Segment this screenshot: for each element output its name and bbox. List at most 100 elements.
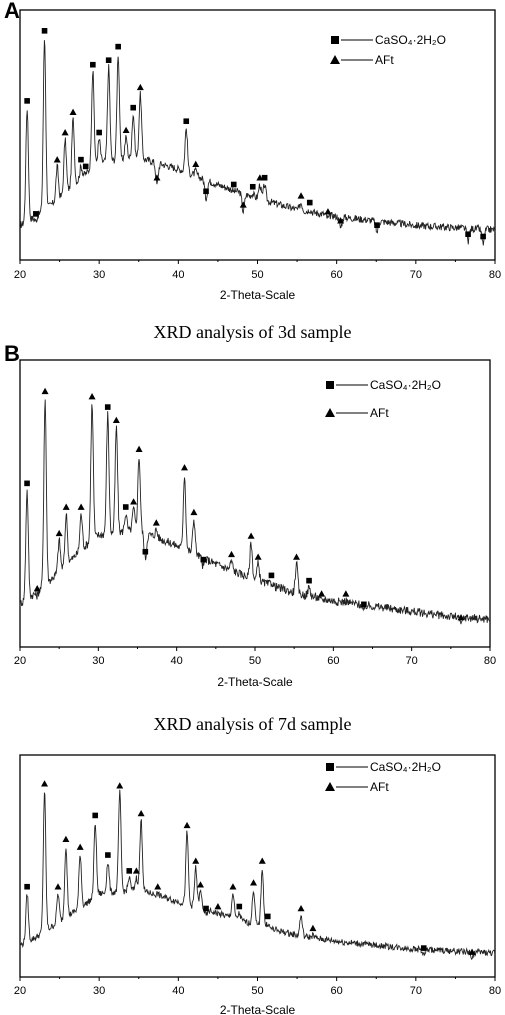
peak-marker-caso4 — [130, 104, 137, 111]
peak-marker-caso4 — [480, 233, 486, 240]
legend-triangle-icon — [325, 408, 335, 417]
peak-marker-caso4 — [92, 812, 99, 819]
panel-letter-a: A — [4, 0, 20, 23]
peak-marker-caso4 — [105, 852, 111, 858]
peak-marker-aft — [41, 387, 49, 395]
peak-marker-aft — [62, 835, 70, 842]
peak-marker-aft — [297, 905, 305, 912]
xrd-pattern-line — [19, 399, 491, 625]
peak-marker-caso4 — [420, 945, 427, 951]
peak-marker-aft — [229, 883, 237, 890]
x-tick-label: 40 — [172, 985, 184, 997]
panel-letter-b: B — [4, 341, 20, 366]
peak-marker-caso4 — [200, 556, 207, 563]
peak-marker-caso4 — [78, 156, 84, 163]
peak-marker-aft — [309, 924, 317, 932]
x-tick-label: 50 — [251, 269, 263, 281]
x-tick-label: 70 — [410, 985, 422, 997]
peak-marker-aft — [116, 782, 124, 789]
x-tick-label: 30 — [93, 985, 105, 997]
peak-marker-aft — [318, 590, 326, 597]
peak-marker-aft — [88, 393, 96, 400]
peak-marker-aft — [324, 208, 332, 215]
peak-marker-aft — [130, 498, 138, 505]
x-tick-label: 80 — [489, 269, 501, 281]
legend-label: CaSO₄·2H₂O — [375, 33, 446, 47]
x-tick-label: 30 — [92, 655, 104, 667]
peak-marker-aft — [293, 553, 301, 560]
peak-marker-caso4 — [122, 504, 129, 510]
x-tick-label: 40 — [172, 269, 184, 281]
peak-marker-aft — [152, 519, 160, 526]
caption-7d-sample: XRD analysis of 7d sample — [153, 714, 352, 734]
peak-marker-aft — [153, 174, 161, 181]
peak-marker-aft — [197, 881, 204, 888]
peak-marker-caso4 — [306, 199, 313, 206]
peak-marker-aft — [254, 553, 262, 560]
x-axis-title: 2-Theta-Scale — [220, 1003, 296, 1015]
peak-marker-aft — [77, 503, 85, 510]
x-tick-label: 50 — [249, 655, 261, 667]
peak-marker-aft — [250, 879, 258, 886]
peak-marker-caso4 — [126, 868, 133, 874]
peak-marker-aft — [256, 174, 264, 181]
peak-marker-caso4 — [115, 43, 121, 50]
peak-marker-aft — [76, 843, 84, 850]
peak-marker-aft — [183, 821, 191, 829]
peak-marker-aft — [154, 883, 162, 890]
peak-marker-caso4 — [41, 28, 48, 34]
peak-marker-aft — [337, 217, 345, 224]
peak-marker-aft — [137, 809, 145, 817]
peak-marker-aft — [228, 550, 235, 558]
peak-marker-aft — [135, 445, 143, 452]
peak-marker-aft — [69, 108, 77, 115]
peak-marker-aft — [181, 464, 188, 471]
peak-marker-aft — [192, 160, 200, 167]
peak-marker-caso4 — [203, 905, 209, 912]
peak-marker-aft — [258, 857, 266, 864]
peak-marker-caso4 — [24, 480, 30, 487]
caption-3d-sample: XRD analysis of 3d sample — [153, 322, 352, 342]
peak-marker-aft — [53, 156, 61, 163]
peak-marker-caso4 — [374, 222, 380, 228]
xrd-chart-7d: 20 30 40 50 60 70 80 2-Theta-Scale CaSO₄·2H₂O AFt — [14, 359, 496, 689]
peak-marker-aft — [54, 883, 62, 890]
xrd-pattern-line — [19, 789, 496, 961]
peak-marker-aft — [190, 508, 198, 516]
x-tick-label: 50 — [251, 985, 263, 997]
peak-marker-caso4 — [104, 404, 111, 410]
peak-marker-caso4 — [33, 211, 39, 217]
peak-marker-caso4 — [203, 188, 209, 195]
peak-marker-aft — [112, 416, 120, 424]
peak-marker-caso4 — [230, 181, 237, 188]
x-axis-title: 2-Theta-Scale — [217, 675, 293, 689]
peak-marker-aft — [132, 867, 140, 874]
peak-marker-caso4 — [261, 174, 268, 181]
peak-marker-aft — [41, 780, 49, 787]
peak-marker-aft — [192, 857, 200, 864]
x-tick-label: 80 — [489, 985, 501, 997]
peak-marker-caso4 — [183, 118, 190, 125]
x-tick-label: 60 — [327, 655, 339, 667]
x-tick-label: 30 — [93, 269, 105, 281]
legend-label: AFt — [375, 53, 394, 67]
x-tick-label: 20 — [14, 985, 26, 997]
legend-label: AFt — [370, 780, 389, 794]
peak-marker-aft — [297, 192, 305, 199]
peak-marker-caso4 — [96, 129, 102, 136]
peak-marker-caso4 — [264, 913, 271, 920]
legend-label: CaSO₄·2H₂O — [370, 760, 441, 774]
x-tick-label: 70 — [406, 655, 418, 667]
legend-square-icon — [331, 36, 339, 44]
peak-marker-caso4 — [142, 548, 149, 555]
x-tick-label: 80 — [484, 655, 496, 667]
peak-marker-aft — [62, 503, 70, 510]
legend-triangle-icon — [325, 782, 335, 791]
peak-marker-caso4 — [24, 883, 30, 890]
xrd-chart-3d: 20 30 40 50 60 70 80 2-Theta-Scale CaSO₄·2H₂O AFt — [14, 9, 501, 302]
plot-frame — [19, 754, 496, 978]
x-tick-label: 60 — [331, 269, 343, 281]
peak-marker-aft — [239, 201, 247, 208]
x-tick-label: 20 — [14, 269, 26, 281]
legend-label: AFt — [370, 406, 389, 420]
